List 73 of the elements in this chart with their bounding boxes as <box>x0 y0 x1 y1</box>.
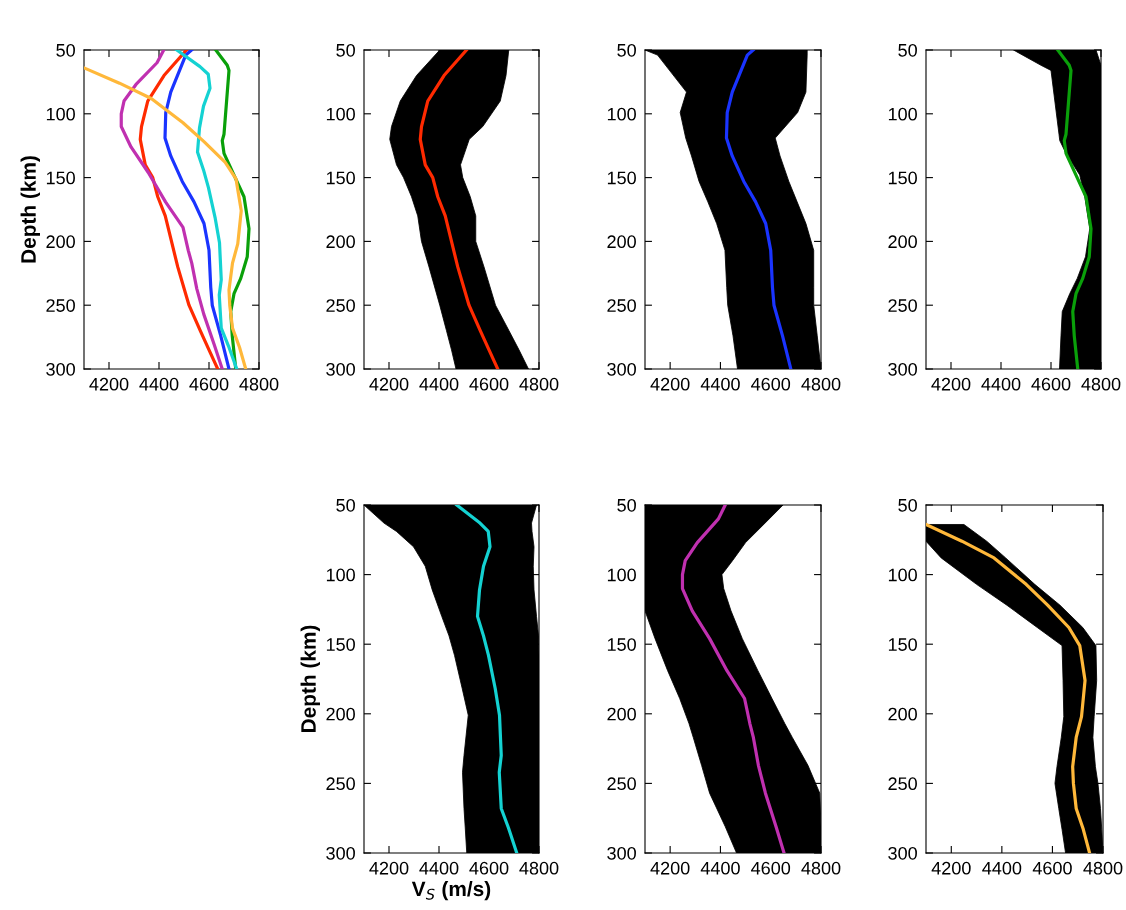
y-tick-label: 250 <box>888 777 917 791</box>
y-tick-label: 100 <box>326 107 355 121</box>
y-tick-label: 300 <box>607 362 636 376</box>
y-tick-label: 200 <box>607 707 636 721</box>
x-tick-label: 4600 <box>1032 861 1072 875</box>
x-tick-label: 4600 <box>189 377 229 391</box>
x-tick-label: 4600 <box>469 377 509 391</box>
x-tick-label: 4800 <box>519 377 559 391</box>
y-tick-label: 50 <box>56 43 75 57</box>
y-tick-label: 200 <box>46 235 75 249</box>
x-tick-label: 4800 <box>1083 861 1123 875</box>
x-tick-label: 4400 <box>981 377 1021 391</box>
x-axis-title: V$_{S}$ (m/s) <box>411 880 491 901</box>
x-tick-label: 4400 <box>419 377 459 391</box>
y-tick-label: 100 <box>888 568 917 582</box>
y-tick-label: 250 <box>607 299 636 312</box>
y-tick-label: 250 <box>46 299 75 312</box>
y-tick-label: 250 <box>888 299 917 312</box>
y-tick-label: 150 <box>326 171 355 185</box>
y-axis-title: Depth (km) <box>300 625 320 732</box>
x-tick-label: 4200 <box>650 377 690 391</box>
x-tick-label: 4800 <box>519 861 559 875</box>
y-tick-label: 150 <box>888 638 917 651</box>
y-tick-label: 250 <box>326 777 355 791</box>
y-tick-label: 200 <box>888 235 917 249</box>
y-tick-label: 100 <box>607 107 636 121</box>
y-tick-label: 150 <box>46 171 75 185</box>
y-tick-label: 100 <box>326 568 355 582</box>
y-tick-label: 300 <box>888 846 917 860</box>
x-tick-label: 4400 <box>700 377 740 391</box>
x-tick-label: 4200 <box>650 861 690 875</box>
y-tick-label: 50 <box>898 43 917 57</box>
x-tick-label: 4400 <box>139 377 179 391</box>
x-tick-label: 4200 <box>369 861 409 875</box>
y-tick-label: 300 <box>326 362 355 376</box>
y-axis-title: Depth (km) <box>20 156 40 263</box>
x-tick-label: 4400 <box>982 861 1022 875</box>
y-tick-label: 50 <box>617 43 636 57</box>
y-tick-label: 50 <box>336 43 355 57</box>
y-tick-label: 50 <box>617 498 636 512</box>
x-tick-label: 4400 <box>419 861 459 875</box>
y-tick-label: 300 <box>326 846 355 860</box>
y-tick-label: 50 <box>336 498 355 512</box>
y-tick-label: 50 <box>898 498 917 512</box>
x-tick-label: 4600 <box>751 377 791 391</box>
y-tick-label: 300 <box>46 362 75 376</box>
x-tick-label: 4600 <box>1031 377 1071 391</box>
y-tick-label: 250 <box>607 777 636 791</box>
y-tick-label: 150 <box>607 638 636 651</box>
x-tick-label: 4200 <box>89 377 129 391</box>
x-tick-label: 4200 <box>369 377 409 391</box>
x-tick-label: 4600 <box>469 861 509 875</box>
x-tick-label: 4200 <box>931 377 971 391</box>
y-tick-label: 100 <box>888 107 917 121</box>
y-tick-label: 200 <box>888 707 917 721</box>
x-tick-label: 4800 <box>801 377 841 391</box>
y-tick-label: 150 <box>607 171 636 185</box>
y-tick-label: 200 <box>326 235 355 249</box>
x-tick-label: 4800 <box>801 861 841 875</box>
x-tick-label: 4800 <box>239 377 279 391</box>
y-tick-label: 300 <box>888 362 917 376</box>
x-tick-label: 4400 <box>700 861 740 875</box>
y-tick-label: 200 <box>326 707 355 721</box>
y-tick-label: 150 <box>888 171 917 185</box>
y-tick-label: 200 <box>607 235 636 249</box>
y-tick-label: 100 <box>607 568 636 582</box>
y-tick-label: 100 <box>46 107 75 121</box>
y-tick-label: 150 <box>326 638 355 651</box>
x-tick-label: 4200 <box>931 861 971 875</box>
y-tick-label: 250 <box>326 299 355 312</box>
x-tick-label: 4800 <box>1081 377 1121 391</box>
x-tick-label: 4600 <box>751 861 791 875</box>
y-tick-label: 300 <box>607 846 636 860</box>
